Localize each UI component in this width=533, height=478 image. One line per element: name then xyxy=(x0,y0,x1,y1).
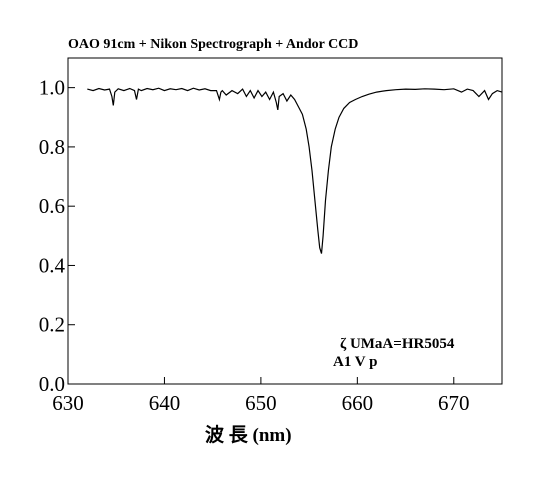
x-axis-label: 波 長 (nm) xyxy=(205,423,292,446)
annotation-spectral-type: A1 V p xyxy=(333,354,377,370)
x-tick-label-0: 630 xyxy=(52,391,84,415)
y-axis: 0.0 0.2 0.4 0.6 0.8 1.0 xyxy=(39,76,75,396)
y-tick-label-3: 0.6 xyxy=(39,194,65,218)
x-tick-label-2: 650 xyxy=(245,391,277,415)
y-tick-label-5: 1.0 xyxy=(39,76,65,100)
series-line-spectrum xyxy=(87,87,503,254)
annotation-star-name: ζ UMaA=HR5054 xyxy=(340,336,455,352)
y-tick-label-2: 0.4 xyxy=(39,253,66,277)
plot-frame xyxy=(67,57,503,385)
y-tick-label-1: 0.2 xyxy=(39,313,65,337)
y-tick-label-0: 0.0 xyxy=(39,372,65,396)
y-tick-label-4: 0.8 xyxy=(39,135,65,159)
chart-title: OAO 91cm + Nikon Spectrograph + Andor CC… xyxy=(68,37,358,52)
x-tick-label-4: 670 xyxy=(438,391,470,415)
x-tick-label-1: 640 xyxy=(149,391,181,415)
x-tick-label-3: 660 xyxy=(342,391,374,415)
x-axis: 630 640 650 660 670 xyxy=(52,377,470,415)
